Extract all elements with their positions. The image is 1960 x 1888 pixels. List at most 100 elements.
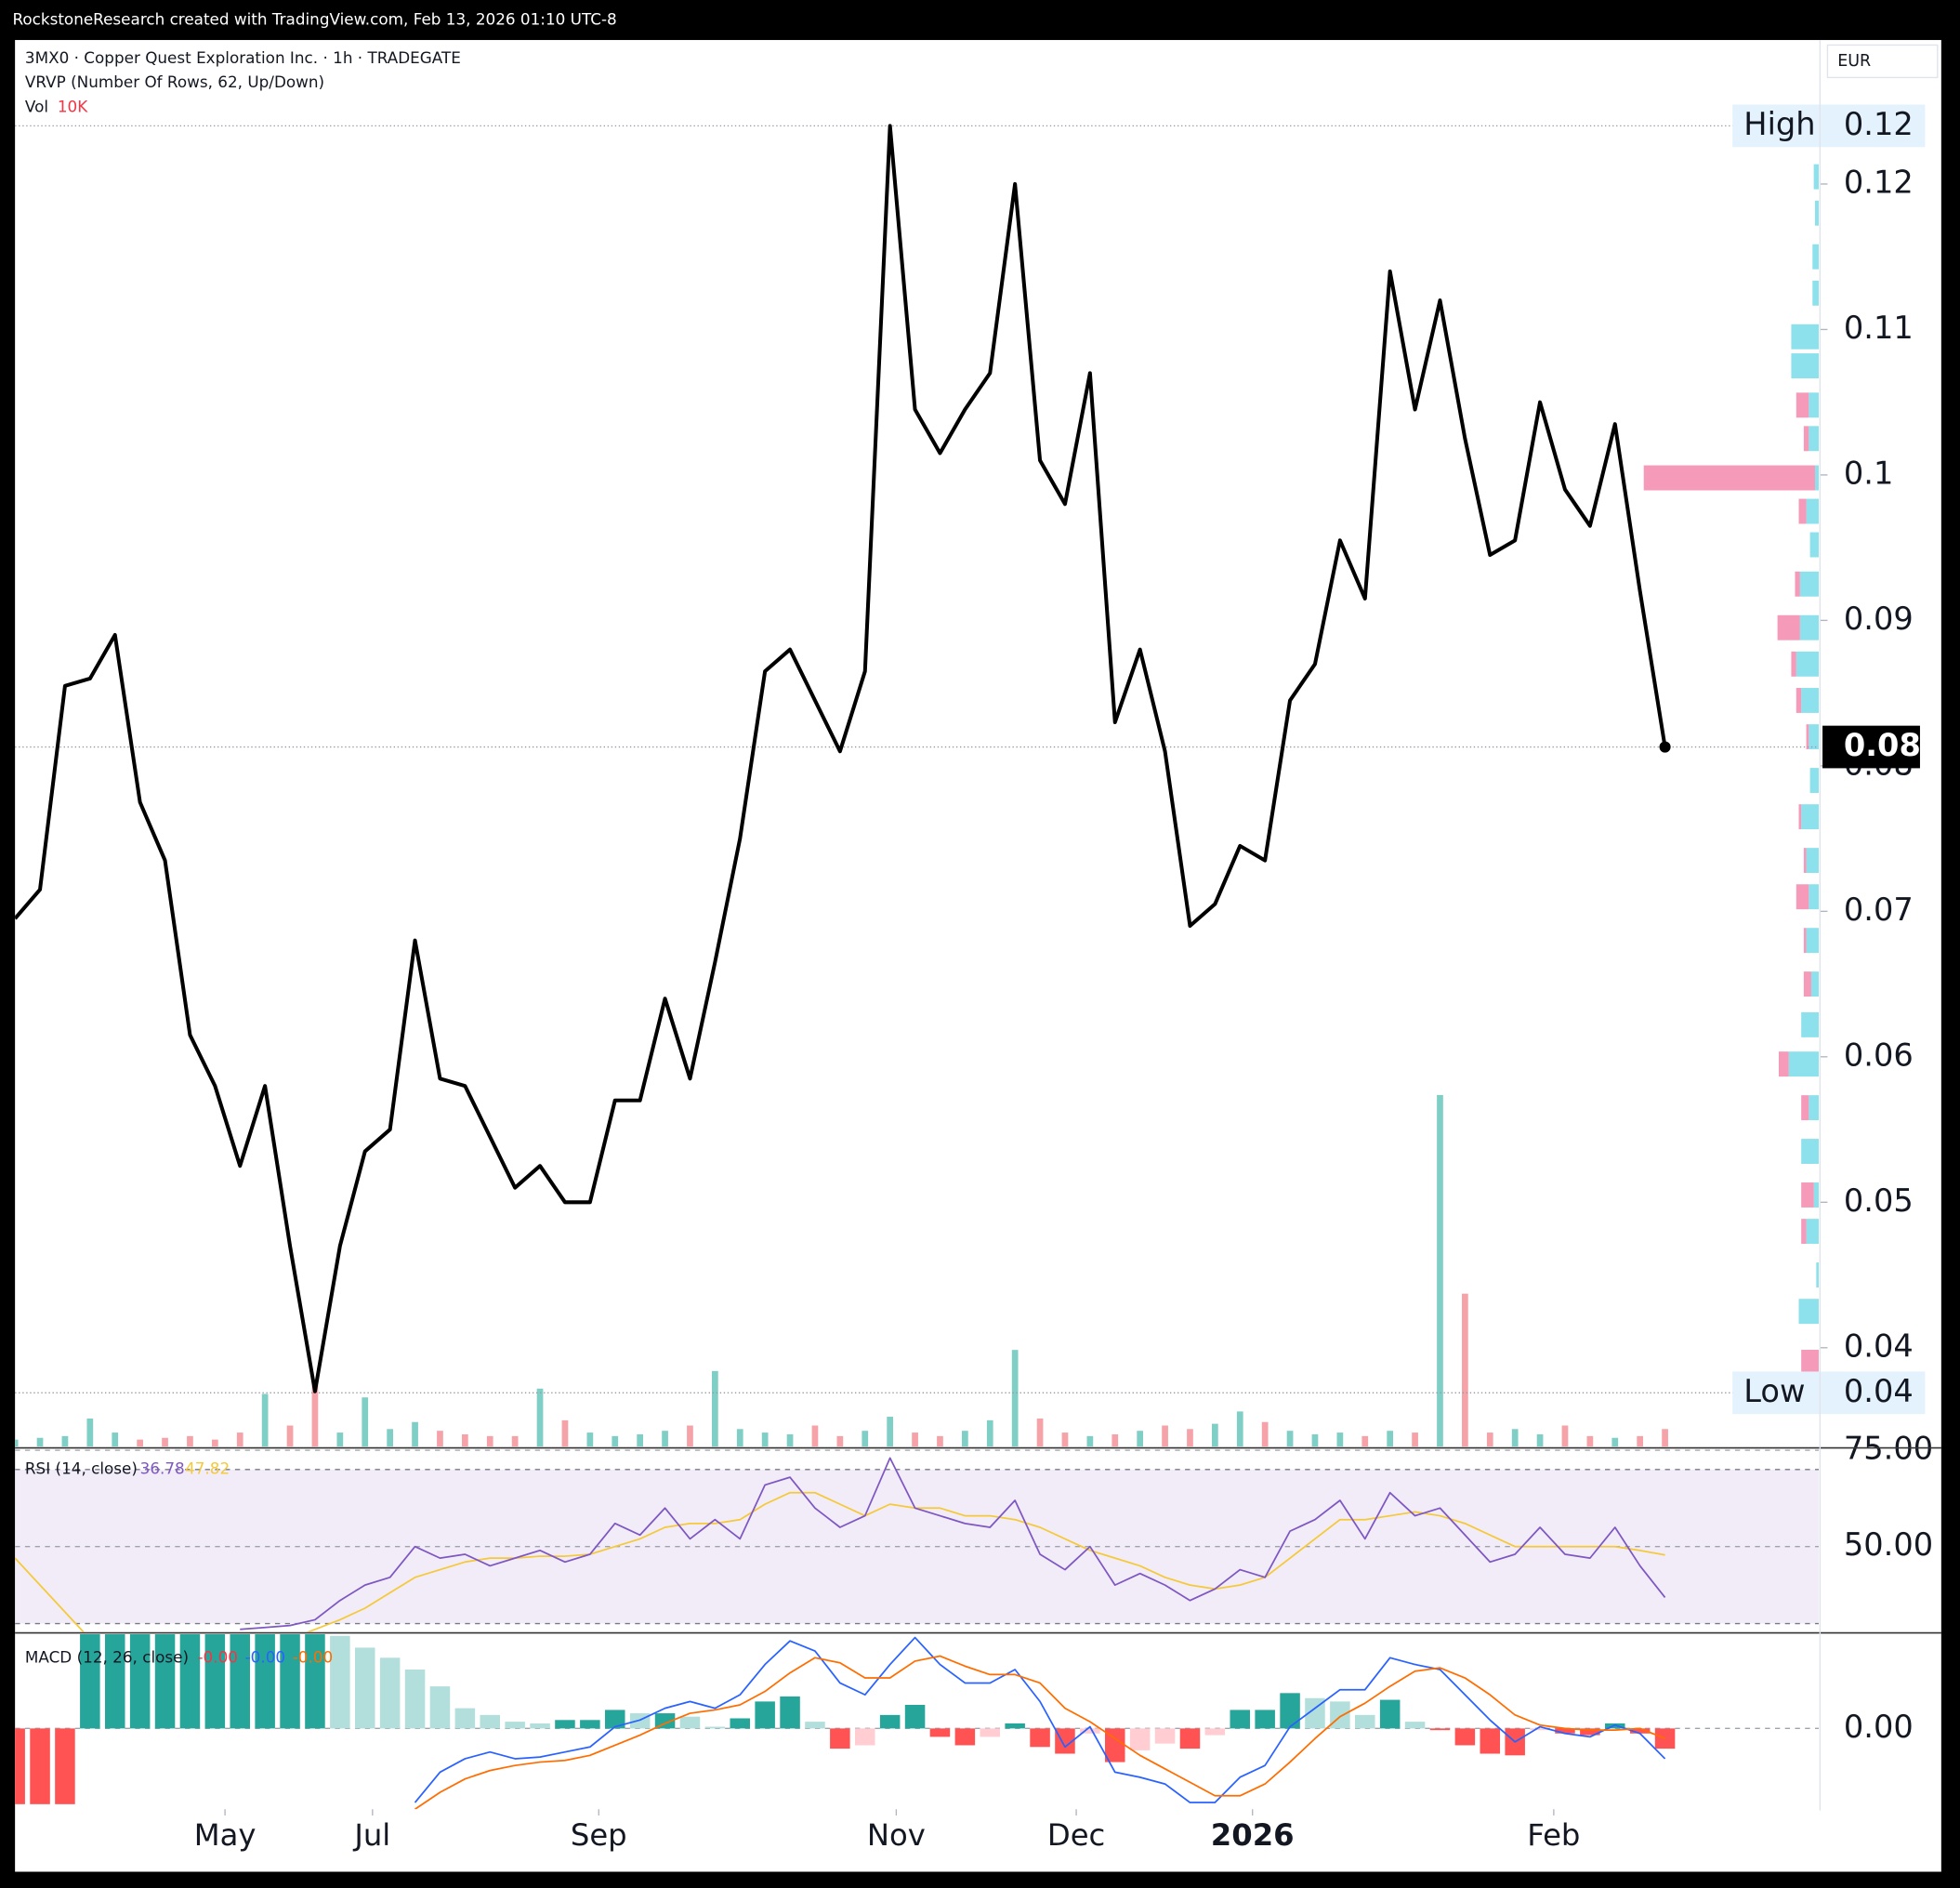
vrvp-down (1803, 971, 1811, 997)
y-tick-label: 0.1 (1844, 455, 1893, 491)
vrvp-up (1788, 1051, 1820, 1077)
volume-legend: Vol (25, 98, 48, 116)
high-value: 0.12 (1844, 106, 1914, 142)
vrvp-up (1806, 848, 1820, 874)
volume-bar (15, 1439, 19, 1447)
macd-histogram-bar (854, 1728, 875, 1746)
y-tick-label: 0.12 (1844, 164, 1914, 200)
volume-bar (112, 1433, 119, 1447)
volume-bar (387, 1429, 394, 1447)
x-tick-label: Sep (571, 1817, 627, 1853)
macd-histogram-bar (454, 1708, 476, 1729)
rsi-legend-value: 36.78 (140, 1459, 185, 1477)
high-box (1732, 104, 1926, 148)
macd-histogram-bar (1355, 1714, 1375, 1729)
vrvp-up (1799, 614, 1820, 640)
macd-histogram-bar (730, 1718, 751, 1729)
volume-bar (137, 1439, 144, 1447)
vrvp-up (1806, 1219, 1820, 1245)
y-tick-label: 0.05 (1844, 1182, 1914, 1219)
currency: EUR (1837, 52, 1871, 71)
volume-bar (336, 1433, 344, 1447)
currency-box[interactable] (1826, 44, 1939, 79)
volume-bar (1586, 1435, 1594, 1447)
vrvp-up (1799, 571, 1820, 597)
macd-histogram-bar (255, 1633, 275, 1729)
rsi-pane (15, 1449, 1820, 1632)
volume-bar (612, 1435, 619, 1447)
y-tick-label: 0.07 (1844, 891, 1914, 928)
header: RockstoneResearch created with TradingVi… (12, 10, 616, 29)
vrvp-up (1813, 1182, 1820, 1208)
volume-bar (1061, 1433, 1069, 1447)
y-tick-label: 0.06 (1844, 1036, 1914, 1073)
volume-legend-value: 10K (58, 98, 88, 116)
volume-bar (887, 1417, 894, 1447)
vrvp-down (1643, 465, 1815, 491)
volume-bar (1112, 1433, 1119, 1447)
volume-bar (486, 1435, 493, 1447)
vrvp-down (1791, 651, 1796, 677)
x-tick-label: Dec (1047, 1817, 1105, 1853)
vrvp-up (1809, 1095, 1820, 1121)
volume-bar (662, 1431, 668, 1447)
macd-histogram-bar (1429, 1728, 1451, 1731)
macd-histogram-bar (954, 1728, 976, 1746)
vrvp-down (1801, 1095, 1809, 1121)
macd-histogram-bar (55, 1728, 75, 1804)
vrvp-up (1816, 1262, 1820, 1288)
macd-histogram-bar (1105, 1728, 1125, 1763)
volume-bar (561, 1419, 569, 1447)
vrvp-down (1801, 1349, 1820, 1375)
macd-legend: MACD (12, 26, close) (25, 1648, 189, 1667)
volume-bar (961, 1431, 968, 1447)
vrvp-legend: VRVP (Number Of Rows, 62, Up/Down) (25, 73, 324, 91)
volume-bar (86, 1418, 94, 1447)
macd-histogram-bar (629, 1713, 651, 1729)
vrvp-down (1801, 1182, 1814, 1208)
rsi-ma-line (15, 1491, 1665, 1632)
macd-histogram-bar (654, 1713, 676, 1729)
x-tick-label: Jul (352, 1817, 390, 1853)
volume-bar (536, 1388, 544, 1447)
last-value: 0.08 (1844, 727, 1921, 763)
vrvp-down (1798, 498, 1807, 524)
volume-bar (1137, 1431, 1144, 1447)
macd-histogram-bar (15, 1728, 25, 1804)
vrvp-down (1803, 848, 1807, 874)
volume-bar (862, 1431, 869, 1447)
rsi-legend: RSI (14, close) (25, 1459, 138, 1477)
vrvp-down (1778, 1051, 1789, 1077)
volume-bar (1086, 1435, 1094, 1447)
volume-bar (1187, 1429, 1193, 1447)
macd-histogram-bar (805, 1722, 825, 1729)
x-tick-label: Nov (867, 1817, 926, 1853)
vrvp-down (1801, 1219, 1807, 1245)
macd-histogram-bar (1030, 1728, 1050, 1748)
volume-bar (1361, 1435, 1369, 1447)
volume-bar (1462, 1293, 1468, 1447)
macd-histogram-bar (354, 1647, 375, 1729)
macd-histogram-bar (154, 1633, 176, 1729)
volume-bar (912, 1433, 918, 1447)
vrvp-up (1814, 465, 1820, 491)
volume-bar (162, 1437, 168, 1447)
volume-bar (736, 1429, 743, 1447)
macd-histogram-bar (230, 1633, 251, 1729)
macd-histogram-bar (704, 1726, 726, 1729)
vrvp-up (1809, 532, 1820, 558)
macd-histogram-bar (1255, 1710, 1275, 1729)
macd-histogram-bar (305, 1633, 325, 1729)
x-tick-label: 2026 (1211, 1817, 1295, 1853)
macd-histogram-bar (679, 1716, 701, 1729)
volume-bar (937, 1435, 943, 1447)
macd-histogram-bar (1404, 1722, 1426, 1729)
last-point (1659, 741, 1671, 753)
rsi-line (240, 1457, 1666, 1631)
volume-bar (711, 1370, 718, 1447)
macd-histogram-bar (179, 1633, 201, 1729)
vrvp-down (1777, 614, 1800, 640)
volume-bar (1637, 1435, 1644, 1447)
vrvp-up (1806, 928, 1820, 954)
